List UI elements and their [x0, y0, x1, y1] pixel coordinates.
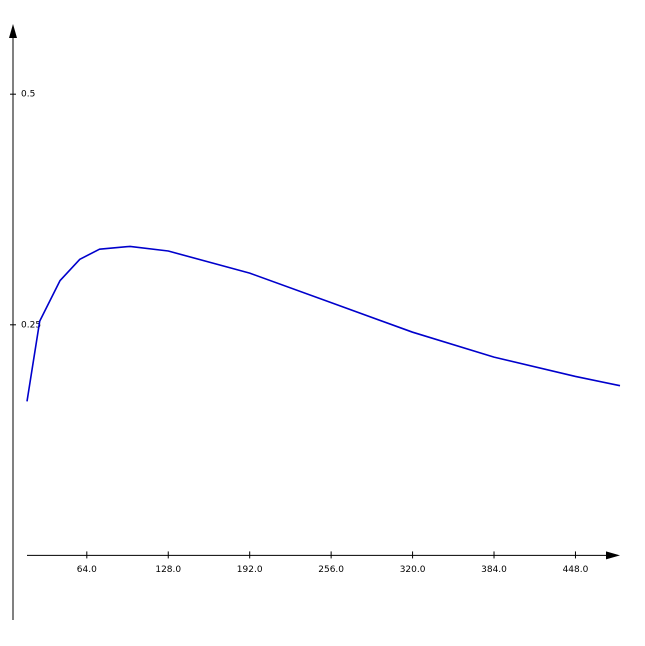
y-axis-arrow: [9, 24, 17, 38]
x-tick-label: 320.0: [400, 565, 426, 575]
x-tick-label: 448.0: [563, 565, 589, 575]
x-tick-label: 256.0: [318, 565, 344, 575]
y-tick-label: 0.25: [21, 320, 41, 330]
x-tick-label: 192.0: [237, 565, 263, 575]
x-tick-label: 64.0: [77, 565, 97, 575]
y-tick-label: 0.5: [21, 90, 35, 100]
x-tick-label: 384.0: [481, 565, 507, 575]
data-line: [26, 245, 621, 402]
x-axis-arrow: [606, 551, 620, 560]
x-tick-label: 128.0: [155, 565, 181, 575]
